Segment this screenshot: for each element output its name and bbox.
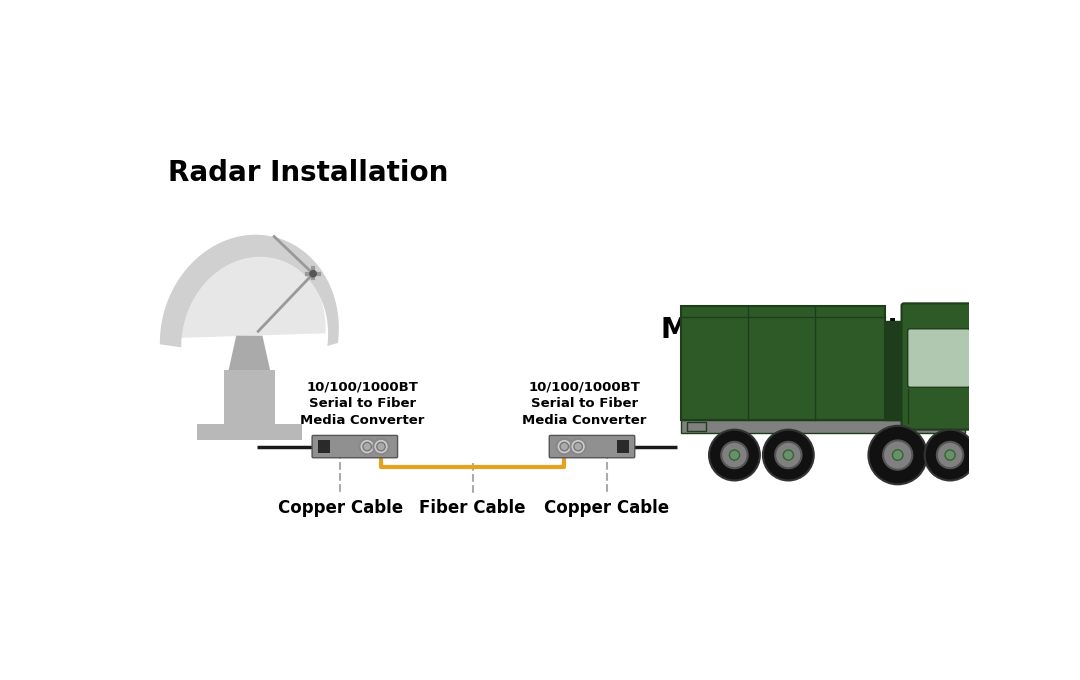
- Bar: [995, 399, 1007, 408]
- FancyBboxPatch shape: [312, 435, 397, 458]
- Polygon shape: [160, 235, 339, 347]
- Bar: [680, 420, 966, 433]
- Circle shape: [710, 430, 760, 481]
- Circle shape: [783, 450, 794, 460]
- Text: Fiber Cable: Fiber Cable: [419, 499, 526, 517]
- Bar: [617, 441, 629, 453]
- Text: Radar Installation: Radar Installation: [168, 158, 449, 186]
- Circle shape: [556, 439, 572, 454]
- Circle shape: [363, 443, 372, 451]
- Circle shape: [892, 449, 903, 460]
- Text: Mobile Outpost: Mobile Outpost: [661, 316, 901, 345]
- Text: 10/100/1000BT
Serial to Fiber
Media Converter: 10/100/1000BT Serial to Fiber Media Conv…: [300, 380, 424, 427]
- Circle shape: [570, 439, 585, 454]
- Circle shape: [360, 439, 375, 454]
- Circle shape: [573, 443, 582, 451]
- Bar: [197, 424, 301, 440]
- Circle shape: [374, 439, 389, 454]
- FancyBboxPatch shape: [550, 435, 635, 458]
- Bar: [680, 306, 885, 420]
- Polygon shape: [173, 248, 325, 338]
- Bar: [885, 321, 904, 420]
- Polygon shape: [229, 336, 270, 371]
- Bar: [993, 358, 1010, 420]
- Text: Copper Cable: Copper Cable: [278, 499, 403, 517]
- Circle shape: [762, 430, 813, 481]
- Bar: [687, 422, 706, 431]
- Circle shape: [883, 441, 913, 470]
- Circle shape: [721, 442, 747, 469]
- Text: Copper Cable: Copper Cable: [544, 499, 670, 517]
- Circle shape: [868, 426, 927, 484]
- FancyBboxPatch shape: [902, 303, 999, 430]
- FancyBboxPatch shape: [907, 328, 970, 388]
- Bar: [994, 368, 1008, 395]
- Bar: [318, 441, 330, 453]
- Circle shape: [936, 442, 963, 469]
- Circle shape: [729, 450, 740, 460]
- Circle shape: [945, 450, 955, 460]
- Circle shape: [775, 442, 801, 469]
- Text: 10/100/1000BT
Serial to Fiber
Media Converter: 10/100/1000BT Serial to Fiber Media Conv…: [522, 380, 647, 427]
- Circle shape: [999, 298, 1010, 309]
- Circle shape: [377, 443, 386, 451]
- Circle shape: [309, 270, 316, 277]
- Bar: [224, 371, 274, 428]
- Circle shape: [924, 430, 975, 481]
- Circle shape: [561, 443, 568, 451]
